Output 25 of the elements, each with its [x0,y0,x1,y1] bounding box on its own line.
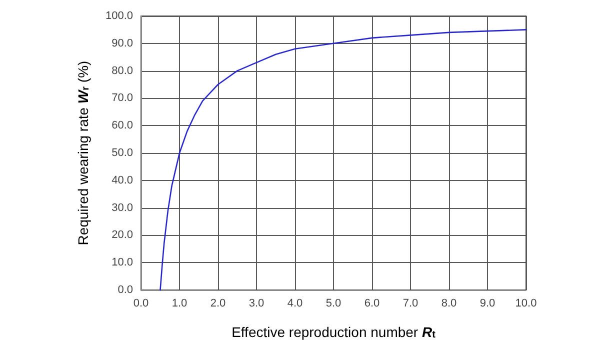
y-tick-label: 90.0 [112,37,133,50]
y-tick-label: 0.0 [118,284,133,296]
y-tick-label: 10.0 [112,256,133,269]
y-tick-label: 50.0 [112,147,133,159]
x-tick-label: 1.0 [172,298,188,310]
y-tick-label: 80.0 [112,64,133,77]
y-tick-label: 70.0 [112,92,133,104]
x-tick-label: 8.0 [441,298,457,310]
x-tick-label: 0.0 [133,298,149,310]
y-tick-label: 40.0 [112,174,133,186]
line-series [160,29,527,291]
y-tick-label: 60.0 [112,120,133,132]
y-tick-label: 100.0 [105,10,133,22]
x-tick-label: 6.0 [364,298,380,310]
y-tick-label: 20.0 [112,229,133,242]
y-tick-label: 30.0 [112,202,133,214]
x-tick-label: 7.0 [402,298,418,310]
x-tick-label: 4.0 [287,298,303,310]
x-axis-title: Effective reproduction number Rt [232,324,436,340]
x-tick-label: 2.0 [210,298,226,310]
y-axis-title: Required wearing rate Wr (%) [75,60,92,246]
x-tick-label: 3.0 [248,298,264,310]
x-tick-label: 10.0 [515,298,537,310]
x-tick-label: 5.0 [326,298,342,310]
x-tick-label: 9.0 [480,298,496,310]
